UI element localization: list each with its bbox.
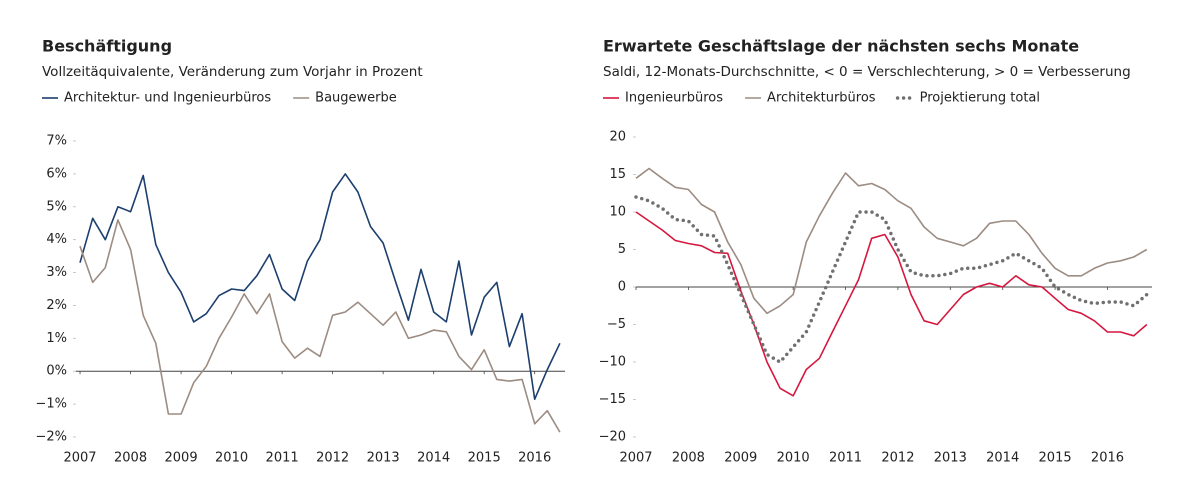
x-tick-label: 2007 — [63, 451, 96, 466]
y-tick-label: 0% — [46, 364, 67, 379]
x-tick-label: 2016 — [518, 451, 551, 466]
y-tick-label: 10 — [609, 205, 626, 220]
y-tick-label: 0 — [618, 280, 626, 295]
series-line — [79, 219, 561, 433]
chart-subtitle: Saldi, 12-Monats-Durchschnitte, < 0 = Ve… — [603, 64, 1131, 80]
y-tick-label: −5 — [607, 317, 626, 332]
y-tick-label: 6% — [46, 166, 67, 181]
x-tick-label: 2010 — [777, 451, 810, 466]
y-tick-label: −15 — [599, 392, 626, 407]
x-tick-label: 2014 — [986, 451, 1019, 466]
x-tick-label: 2013 — [934, 451, 967, 466]
y-tick-label: 15 — [609, 167, 626, 182]
x-tick-label: 2008 — [114, 451, 147, 466]
y-tick-label: 4% — [46, 232, 67, 247]
series-line — [79, 173, 561, 400]
chart-title: Beschäftigung — [42, 37, 172, 56]
x-tick-label: 2015 — [1039, 451, 1072, 466]
y-tick-label: −20 — [599, 430, 626, 445]
x-tick-label: 2014 — [417, 451, 450, 466]
y-tick-label: −1% — [35, 397, 67, 412]
series-line — [634, 195, 1149, 364]
series-line — [635, 211, 1148, 397]
x-tick-label: 2011 — [829, 451, 862, 466]
y-tick-label: 20 — [609, 130, 626, 145]
y-tick-label: 2% — [46, 298, 67, 313]
x-tick-label: 2010 — [215, 451, 248, 466]
chart-subtitle: Vollzeitäquivalente, Veränderung zum Vor… — [42, 64, 423, 80]
legend-label: Architektur- und Ingenieurbüros — [64, 91, 271, 106]
x-tick-label: 2008 — [672, 451, 705, 466]
x-tick-label: 2012 — [316, 451, 349, 466]
y-tick-label: 1% — [46, 331, 67, 346]
series-line — [635, 167, 1148, 315]
legend-label: Projektierung total — [920, 91, 1040, 106]
x-tick-label: 2011 — [266, 451, 299, 466]
y-tick-label: 5 — [618, 242, 626, 257]
y-tick-label: 7% — [46, 134, 67, 149]
y-tick-label: 5% — [46, 199, 67, 214]
legend-label: Baugewerbe — [315, 91, 397, 106]
x-tick-label: 2009 — [165, 451, 198, 466]
x-tick-label: 2013 — [367, 451, 400, 466]
x-tick-label: 2007 — [619, 451, 652, 466]
y-tick-label: −10 — [599, 355, 626, 370]
chart-title: Erwartete Geschäftslage der nächsten sec… — [603, 37, 1079, 56]
legend-label: Architekturbüros — [767, 91, 876, 106]
legend-label: Ingenieurbüros — [625, 91, 723, 106]
x-tick-label: 2015 — [468, 451, 501, 466]
x-tick-label: 2012 — [881, 451, 914, 466]
y-tick-label: 3% — [46, 265, 67, 280]
y-tick-label: −2% — [35, 430, 67, 445]
x-tick-label: 2009 — [724, 451, 757, 466]
x-tick-label: 2016 — [1091, 451, 1124, 466]
